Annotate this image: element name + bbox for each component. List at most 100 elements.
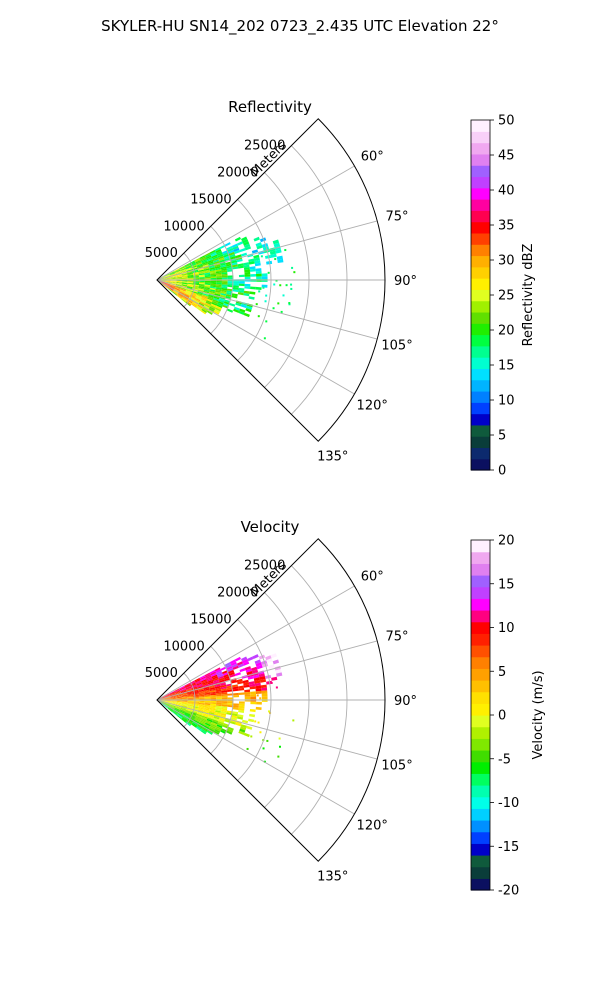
field-cell [221, 702, 228, 705]
field-cell [226, 290, 233, 294]
field-cell [222, 724, 229, 729]
field-cell [239, 726, 247, 731]
field-cell [221, 728, 228, 733]
field-cell [183, 714, 190, 718]
colorbar-swatch [471, 436, 490, 449]
field-cell [187, 273, 193, 275]
field-speckle [291, 266, 294, 269]
field-cell [205, 255, 212, 260]
field-cell [164, 278, 171, 280]
field-cell [181, 276, 188, 278]
field-cell [181, 275, 188, 278]
field-cell [187, 702, 194, 704]
field-cell [181, 282, 188, 284]
field-cell [169, 693, 176, 697]
field-cell [226, 710, 233, 714]
field-cell [273, 242, 281, 248]
field-cell [210, 274, 217, 277]
field-cell [185, 290, 192, 293]
field-cell [200, 719, 207, 723]
field-cell [187, 280, 194, 282]
field-cell [211, 254, 218, 259]
colorbar-tick-label: 20 [498, 534, 515, 549]
field-cell [163, 704, 169, 709]
colorbar-swatch [471, 703, 490, 716]
angular-tick-label: 60° [361, 150, 384, 165]
field-cell [218, 717, 225, 722]
sector-frame [156, 538, 386, 862]
field-cell [255, 242, 262, 247]
field-cell [212, 676, 219, 680]
angular-tick-label: 120° [357, 818, 388, 833]
field-cell [197, 686, 204, 689]
colorbar-swatch [471, 447, 490, 460]
field-cell [175, 283, 182, 286]
field-cell [243, 732, 250, 738]
field-cell [181, 695, 188, 698]
field-cell [175, 706, 181, 709]
field-cell [164, 703, 170, 707]
field-cell [238, 687, 245, 691]
field-cell [170, 697, 177, 699]
field-cell [226, 288, 233, 292]
colorbar-tick-label: -10 [498, 796, 519, 811]
field-cell [221, 275, 228, 278]
field-cell [239, 308, 246, 313]
field-cell [259, 678, 267, 683]
field-cell [196, 262, 202, 266]
field-cell [261, 687, 268, 691]
field-cell [174, 689, 181, 693]
field-cell [170, 275, 177, 278]
field-cell [169, 284, 176, 287]
field-cell [231, 293, 238, 297]
field-cell [185, 710, 192, 713]
field-speckle [265, 294, 268, 297]
field-cell [216, 701, 222, 703]
field-cell [194, 717, 201, 722]
field-cell [213, 679, 220, 683]
field-cell [164, 697, 171, 699]
field-cell [243, 292, 250, 297]
field-cell [231, 262, 238, 266]
field-cell [180, 286, 187, 290]
colorbar-swatch [471, 232, 490, 245]
field-cell [248, 261, 255, 265]
field-cell [228, 671, 235, 676]
field-cell [234, 249, 241, 254]
field-cell [199, 277, 205, 279]
field-cell [177, 714, 183, 719]
field-cell [187, 284, 194, 287]
field-cell [255, 688, 262, 692]
field-cell [169, 692, 176, 695]
field-cell [204, 703, 211, 706]
field-speckle [270, 681, 273, 684]
field-cell [213, 296, 220, 300]
field-cell [215, 305, 222, 310]
field-cell [255, 270, 262, 274]
field-cell [215, 725, 222, 730]
field-cell [175, 272, 181, 275]
field-cell [181, 298, 187, 303]
field-cell [237, 714, 244, 718]
field-cell [181, 274, 188, 276]
field-cell [238, 283, 245, 287]
field-cell [187, 283, 194, 286]
field-cell [232, 289, 239, 293]
field-cell [220, 709, 227, 713]
field-cell [181, 696, 188, 698]
field-cell [210, 303, 217, 308]
field-cell [182, 717, 188, 722]
field-cell [198, 270, 205, 274]
field-cell [207, 259, 214, 263]
field-cell [170, 281, 177, 283]
field-cell [204, 707, 210, 710]
field-cell [163, 284, 169, 288]
field-cell [159, 700, 165, 704]
field-cell [164, 694, 170, 698]
field-cell [174, 287, 181, 291]
field-cell [264, 674, 272, 679]
field-cell [204, 275, 211, 278]
field-cell [159, 276, 165, 280]
field-cell [233, 694, 240, 698]
field-cell [209, 286, 216, 289]
